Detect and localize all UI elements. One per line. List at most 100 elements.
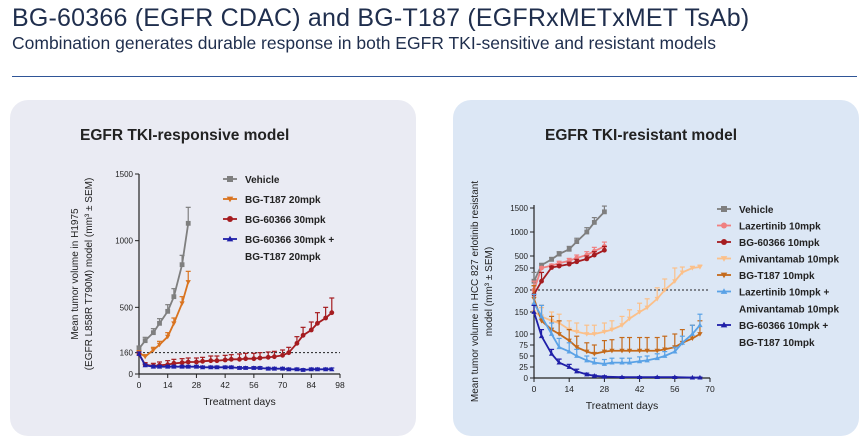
chart2-data-point [574, 239, 580, 244]
chart1-data-point [300, 332, 306, 338]
chart2-x-tick-label: 0 [532, 384, 537, 394]
chart2-data-point [654, 348, 660, 354]
chart2-data-point [626, 359, 633, 365]
chart2-data-point [697, 265, 703, 270]
chart1-data-point [323, 366, 329, 372]
chart1-data-point [150, 330, 156, 336]
chart1-data-point [171, 364, 177, 369]
chart2-y-tick-label: 250 [515, 264, 529, 273]
chart1-data-point [228, 356, 234, 362]
chart1-data-point [142, 362, 148, 368]
chart1-data-point [208, 358, 214, 364]
chart2-data-point [584, 229, 590, 235]
chart2-data-point [566, 338, 572, 344]
chart2-data-point [619, 359, 625, 365]
chart2-data-point [601, 361, 608, 366]
chart1-data-point [157, 320, 162, 326]
chart1-data-point [185, 220, 191, 226]
chart2-data-point [689, 266, 696, 271]
chart2-x-tick-label: 42 [635, 384, 645, 394]
chart2-data-point [566, 348, 572, 354]
chart1-x-tick-label: 98 [335, 380, 345, 390]
chart1-data-point [308, 366, 314, 372]
chart1-data-point [271, 366, 278, 371]
chart1-legend-marker [226, 196, 234, 203]
chart1-data-point [193, 364, 200, 369]
chart1-data-point [165, 308, 171, 314]
chart2-data-point [549, 265, 554, 270]
chart2-legend-label: BG-T187 10mpk [739, 338, 815, 349]
chart2-data-point [566, 261, 572, 267]
chart1-x-tick-label: 84 [307, 380, 317, 390]
chart2-legend-marker [720, 272, 728, 279]
chart1-y-tick-label: 1500 [115, 170, 133, 179]
chart2-data-point [566, 364, 572, 369]
chart2-data-point [679, 270, 685, 276]
chart1-data-point [194, 359, 199, 365]
chart2-data-point [574, 329, 580, 335]
chart1-data-point [271, 354, 277, 360]
chart2-data-point [654, 374, 660, 380]
chart1-data-point [150, 364, 156, 369]
chart1-series-line [138, 311, 333, 367]
chart1-data-point [142, 354, 148, 360]
chart2-legend-marker [721, 239, 727, 245]
chart1-data-point [171, 321, 177, 326]
chart1-y-tick-label: 1000 [115, 237, 133, 246]
title-divider [12, 76, 857, 77]
chart2-data-point [539, 278, 544, 284]
chart2-data-point [697, 322, 703, 328]
chart1-legend-label: Vehicle [245, 175, 280, 186]
chart2-data-point [539, 265, 544, 271]
chart2-data-point [636, 310, 643, 315]
chart2-data-point [644, 348, 650, 354]
chart2-data-point [601, 349, 608, 355]
chart2-legend-marker [720, 321, 728, 328]
chart2-y-tick-label: 200 [515, 286, 529, 295]
chart1-data-point [179, 364, 185, 369]
chart1-data-point [208, 364, 214, 370]
chart2-y-tick-label: 50 [519, 352, 528, 361]
chart1-data-point [214, 364, 220, 370]
chart2-data-point [556, 263, 562, 269]
chart1-data-point [315, 320, 320, 326]
chart1-series-line [138, 281, 190, 358]
chart2-data-point [548, 331, 555, 336]
chart1-y-axis-label: (EGFR L858R T790M) model (mm³ ± SEM) [84, 178, 95, 371]
chart1-legend-label: BG-60366 30mpk [245, 215, 326, 226]
chart1-x-tick-label: 56 [249, 380, 259, 390]
chart2-y-tick-label: 1000 [510, 228, 528, 237]
chart1-data-point [257, 355, 263, 361]
chart2-legend-label: Lazertinib 10mpk + [739, 288, 829, 299]
chart2-series-line [533, 266, 701, 335]
chart1-data-point [314, 366, 321, 372]
chart2-data-point [697, 332, 703, 337]
chart1-data-point [265, 366, 271, 371]
chart1-data-point [294, 366, 300, 372]
chart2-data-point [556, 332, 562, 337]
chart2-data-point [662, 353, 668, 358]
chart1-data-point [200, 358, 205, 364]
chart2-legend-label: BG-60366 10mpk [739, 238, 820, 249]
chart1-x-tick-label: 14 [163, 380, 173, 390]
chart2-data-point [591, 220, 597, 225]
chart2-legend-label: BG-T187 10mpk [739, 271, 815, 282]
chart1-data-point [150, 348, 156, 353]
chart2-legend-label: Amivantamab 10mpk [739, 305, 839, 316]
chart2-x-tick-label: 14 [564, 384, 574, 394]
chart1-data-point [279, 366, 286, 371]
chart1-data-point [179, 301, 185, 306]
chart2-data-point [672, 279, 678, 284]
chart1-data-point [185, 359, 191, 365]
chart1-data-point [165, 334, 171, 340]
chart1-y-axis-label: Mean tumor volume in H1975 [70, 208, 81, 340]
chart1-x-tick-label: 28 [192, 380, 202, 390]
chart2-data-point [619, 374, 625, 380]
chart1-data-point [136, 351, 142, 356]
chart1-legend-label: BG-T187 20mpk [245, 195, 321, 206]
chart1-data-point [214, 358, 220, 364]
chart1-data-point [222, 357, 228, 363]
chart2-data-point [644, 357, 650, 363]
chart2-data-point [531, 300, 537, 306]
chart1-data-point [257, 365, 263, 370]
